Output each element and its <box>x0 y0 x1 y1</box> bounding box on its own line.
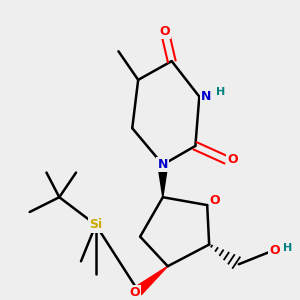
Text: N: N <box>201 90 211 103</box>
Text: H: H <box>216 87 226 97</box>
Text: N: N <box>158 158 168 171</box>
Text: O: O <box>210 194 220 207</box>
Text: O: O <box>160 25 170 38</box>
Polygon shape <box>135 266 168 295</box>
Text: O: O <box>269 244 280 257</box>
Text: O: O <box>227 153 238 166</box>
Text: Si: Si <box>89 218 102 231</box>
Text: H: H <box>284 244 293 254</box>
Polygon shape <box>158 165 168 197</box>
Text: O: O <box>129 286 140 299</box>
